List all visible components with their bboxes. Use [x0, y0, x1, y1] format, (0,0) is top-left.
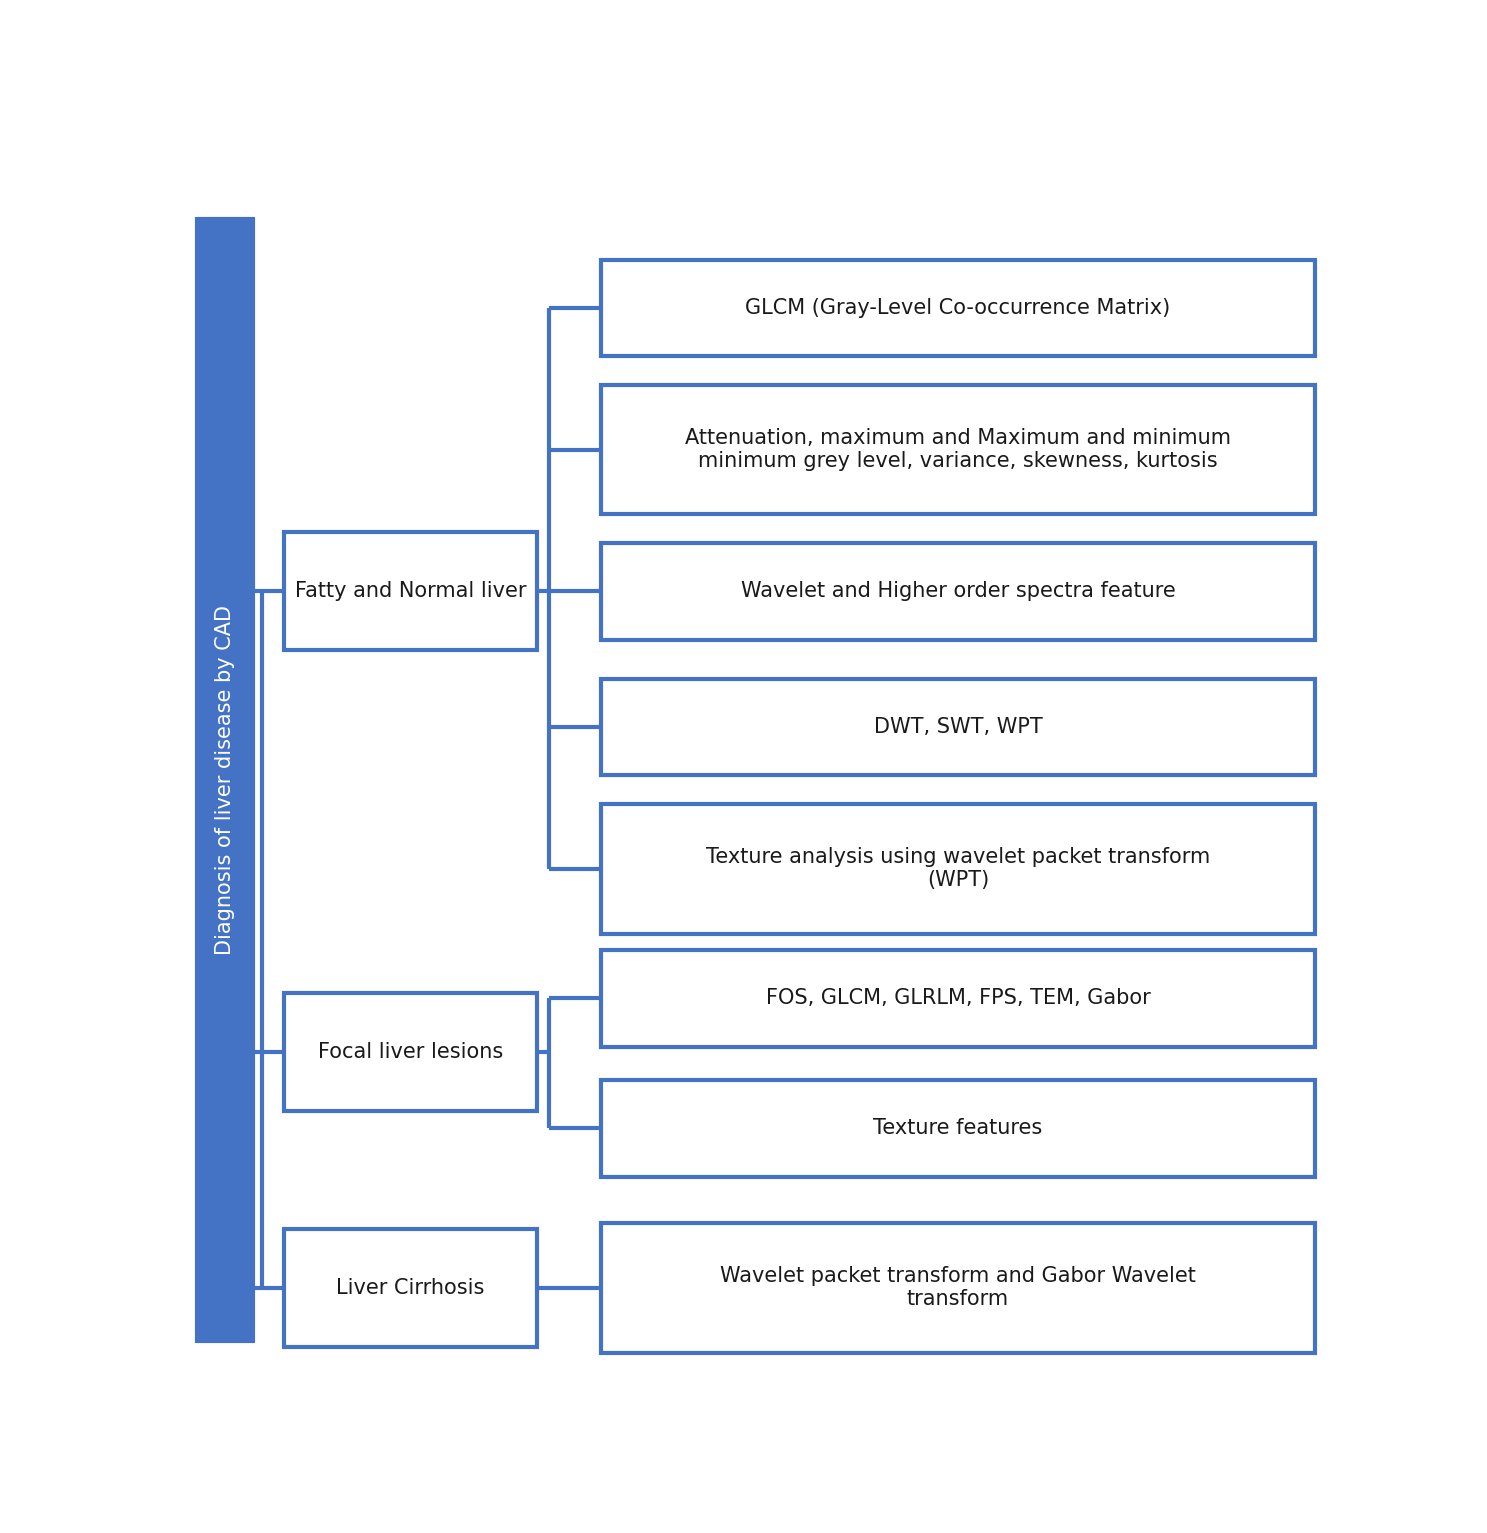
- Bar: [601, 950, 1315, 1047]
- Bar: [198, 219, 253, 1341]
- Text: Texture analysis using wavelet packet transform
(WPT): Texture analysis using wavelet packet tr…: [706, 848, 1210, 891]
- Bar: [284, 532, 537, 650]
- Text: Wavelet and Higher order spectra feature: Wavelet and Higher order spectra feature: [741, 581, 1175, 601]
- Bar: [601, 259, 1315, 356]
- Text: DWT, SWT, WPT: DWT, SWT, WPT: [874, 717, 1042, 737]
- Bar: [284, 992, 537, 1110]
- Text: GLCM (Gray-Level Co-occurrence Matrix): GLCM (Gray-Level Co-occurrence Matrix): [745, 297, 1170, 317]
- Bar: [601, 679, 1315, 776]
- Text: Texture features: Texture features: [873, 1118, 1042, 1139]
- Text: Focal liver lesions: Focal liver lesions: [318, 1041, 503, 1061]
- Text: Attenuation, maximum and Maximum and minimum
minimum grey level, variance, skewn: Attenuation, maximum and Maximum and min…: [686, 428, 1231, 471]
- Text: FOS, GLCM, GLRLM, FPS, TEM, Gabor: FOS, GLCM, GLRLM, FPS, TEM, Gabor: [766, 989, 1151, 1009]
- Text: Fatty and Normal liver: Fatty and Normal liver: [294, 581, 526, 601]
- Text: Diagnosis of liver disease by CAD: Diagnosis of liver disease by CAD: [216, 606, 235, 955]
- Bar: [601, 1079, 1315, 1177]
- Bar: [601, 543, 1315, 639]
- Text: Wavelet packet transform and Gabor Wavelet
transform: Wavelet packet transform and Gabor Wavel…: [720, 1266, 1196, 1309]
- Bar: [601, 385, 1315, 515]
- Text: Liver Cirrhosis: Liver Cirrhosis: [336, 1277, 485, 1297]
- Bar: [601, 803, 1315, 934]
- Bar: [601, 1223, 1315, 1352]
- Bar: [284, 1228, 537, 1346]
